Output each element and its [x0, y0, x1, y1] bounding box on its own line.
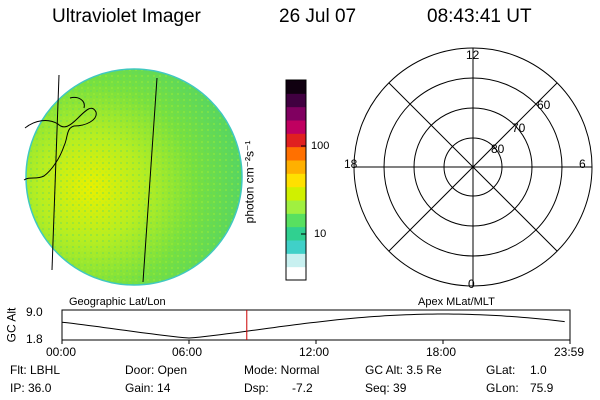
- instrument-title: Ultraviolet Imager: [52, 6, 201, 27]
- colorbar-segment: [286, 146, 306, 161]
- colorbar-segment: [286, 120, 306, 134]
- time-tick-2359: 23:59: [554, 345, 585, 359]
- mlt-label-6: 6: [579, 157, 586, 171]
- colorbar-tick-100: 100: [311, 140, 330, 152]
- mlat-label-60: 60: [537, 98, 551, 112]
- time-label: 08:43:41 UT: [427, 6, 532, 27]
- time-tick-1200: 12:00: [299, 345, 330, 359]
- colorbar-segment: [286, 226, 306, 241]
- mlt-label-12: 12: [466, 48, 480, 62]
- colorbar-segment: [286, 160, 306, 174]
- colorbar-segment: [286, 253, 306, 268]
- glon-value: 75.9: [530, 381, 554, 395]
- door-info: Door: Open: [125, 363, 188, 377]
- colorbar: [285, 79, 307, 281]
- glat-label: GLat:: [486, 363, 516, 377]
- gain-info: Gain: 14: [125, 381, 171, 395]
- altitude-timeline: [61, 309, 571, 344]
- geographic-caption: Geographic Lat/Lon: [69, 296, 166, 308]
- colorbar-segment: [286, 133, 306, 148]
- alt-max-value: 9.0: [26, 305, 43, 319]
- ip-info: IP: 36.0: [10, 381, 52, 395]
- colorbar-segment: [286, 80, 306, 94]
- time-tick-0600: 06:00: [172, 345, 203, 359]
- time-tick-0000: 00:00: [46, 345, 77, 359]
- glat-value: 1.0: [530, 363, 547, 377]
- gc-alt-info: GC Alt: 3.5 Re: [365, 363, 442, 377]
- colorbar-segment: [286, 93, 306, 108]
- colorbar-ticks: [301, 145, 306, 235]
- colorbar-segment: [286, 173, 306, 188]
- geographic-grid-overlay: [23, 74, 158, 283]
- dsp-label: Dsp:: [244, 381, 269, 395]
- apex-caption: Apex MLat/MLT: [418, 296, 495, 308]
- mode-info: Mode: Normal: [244, 363, 320, 377]
- mlt-label-0: 0: [468, 277, 475, 291]
- seq-info: Seq: 39: [365, 381, 407, 395]
- date-label: 26 Jul 07: [279, 6, 357, 27]
- filter-info: Flt: LBHL: [10, 363, 61, 377]
- colorbar-tick-10: 10: [314, 228, 327, 240]
- alt-min-value: 1.8: [26, 332, 43, 346]
- dsp-value: -7.2: [292, 381, 313, 395]
- polar-plot: [353, 47, 593, 287]
- colorbar-segment: [286, 186, 306, 201]
- colorbar-segment: [286, 266, 306, 281]
- auroral-image: [25, 68, 243, 286]
- gc-alt-axis-label: GC Alt: [4, 307, 19, 343]
- glon-label: GLon:: [486, 381, 519, 395]
- mlat-label-70: 70: [512, 121, 526, 135]
- mlt-label-18: 18: [344, 157, 358, 171]
- colorbar-frame: [285, 79, 307, 281]
- colorbar-segment: [286, 240, 306, 254]
- colorbar-segment: [286, 200, 306, 214]
- colorbar-segment: [286, 106, 306, 121]
- mlat-label-80: 80: [491, 142, 505, 156]
- time-tick-1800: 18:00: [426, 345, 457, 359]
- colorbar-segment: [286, 213, 306, 228]
- colorbar-unit-label: photon cm⁻²s⁻¹: [242, 140, 257, 224]
